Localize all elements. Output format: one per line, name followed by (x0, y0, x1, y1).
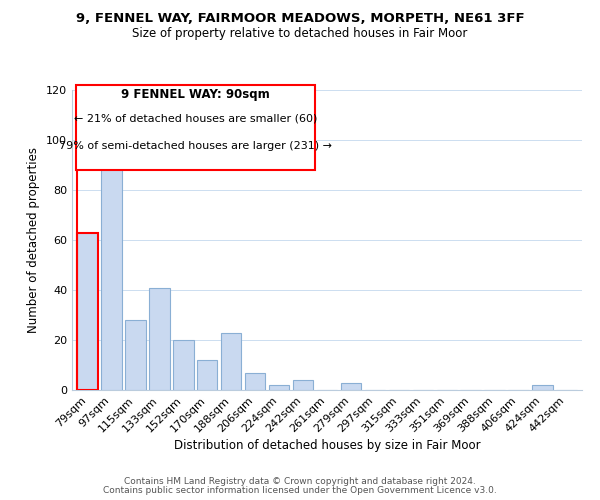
Bar (245, 372, 265, 390)
Bar (293, 380, 313, 390)
FancyBboxPatch shape (76, 85, 315, 170)
Bar (197, 360, 217, 390)
Bar (341, 382, 361, 390)
Text: Size of property relative to detached houses in Fair Moor: Size of property relative to detached ho… (133, 28, 467, 40)
Bar (532, 385, 553, 390)
Bar (149, 288, 170, 390)
Bar (77, 232, 98, 390)
Text: 9, FENNEL WAY, FAIRMOOR MEADOWS, MORPETH, NE61 3FF: 9, FENNEL WAY, FAIRMOOR MEADOWS, MORPETH… (76, 12, 524, 26)
Bar (101, 160, 122, 390)
Text: Contains HM Land Registry data © Crown copyright and database right 2024.: Contains HM Land Registry data © Crown c… (124, 477, 476, 486)
Y-axis label: Number of detached properties: Number of detached properties (28, 147, 40, 333)
Bar (269, 385, 289, 390)
Bar (173, 340, 194, 390)
Text: 79% of semi-detached houses are larger (231) →: 79% of semi-detached houses are larger (… (59, 140, 332, 150)
Bar (125, 320, 146, 390)
X-axis label: Distribution of detached houses by size in Fair Moor: Distribution of detached houses by size … (173, 440, 481, 452)
Bar (221, 332, 241, 390)
Text: Contains public sector information licensed under the Open Government Licence v3: Contains public sector information licen… (103, 486, 497, 495)
Text: ← 21% of detached houses are smaller (60): ← 21% of detached houses are smaller (60… (74, 114, 317, 124)
Text: 9 FENNEL WAY: 90sqm: 9 FENNEL WAY: 90sqm (121, 88, 269, 101)
